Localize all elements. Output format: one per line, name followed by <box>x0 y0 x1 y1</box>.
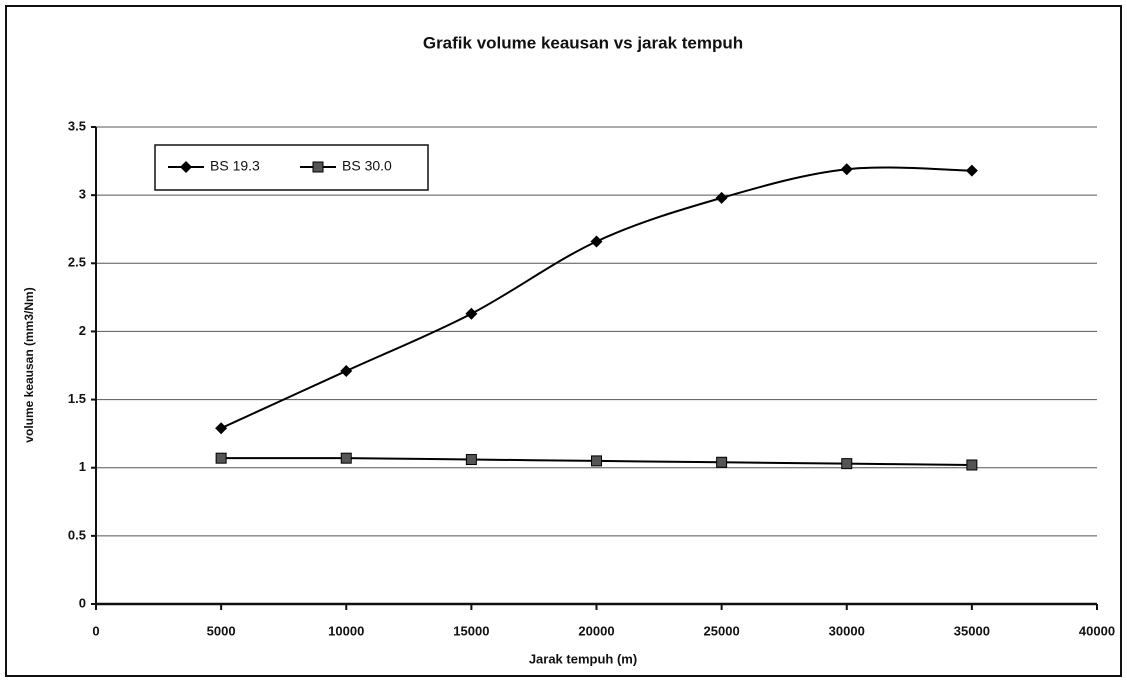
y-tick-label: 3.5 <box>68 118 86 133</box>
y-tick-label: 1.5 <box>68 391 86 406</box>
legend-label: BS 30.0 <box>342 158 392 174</box>
y-tick-label: 3 <box>79 187 86 202</box>
marker <box>590 235 603 248</box>
marker <box>215 452 227 464</box>
marker <box>215 422 228 435</box>
marker <box>340 364 353 377</box>
marker <box>965 164 978 177</box>
x-tick-label: 35000 <box>954 623 990 638</box>
marker <box>591 455 602 467</box>
y-axis-label: volume keausan (mm3/Nm) <box>22 287 36 442</box>
marker <box>465 454 477 466</box>
legend-label: BS 19.3 <box>210 158 260 174</box>
y-tick-label: 2.5 <box>68 255 86 270</box>
marker <box>966 459 978 471</box>
x-tick-label: 15000 <box>453 623 489 638</box>
y-tick-label: 0 <box>79 595 86 610</box>
x-tick-label: 40000 <box>1079 623 1115 638</box>
marker <box>715 191 728 204</box>
chart-title: Grafik volume keausan vs jarak tempuh <box>423 33 743 52</box>
marker <box>841 458 853 470</box>
marker <box>180 161 192 173</box>
x-axis-label: Jarak tempuh (m) <box>529 651 637 666</box>
y-tick-label: 2 <box>79 323 86 338</box>
marker <box>465 307 478 320</box>
marker <box>716 456 728 468</box>
x-tick-label: 5000 <box>207 623 236 638</box>
x-tick-label: 25000 <box>704 623 740 638</box>
y-tick-label: 0.5 <box>68 527 86 542</box>
chart-border <box>5 5 1122 677</box>
x-tick-label: 0 <box>92 623 99 638</box>
marker <box>840 163 853 176</box>
y-tick-label: 1 <box>79 459 86 474</box>
marker <box>340 452 352 464</box>
x-tick-label: 30000 <box>829 623 865 638</box>
x-tick-label: 20000 <box>578 623 614 638</box>
x-tick-label: 10000 <box>328 623 364 638</box>
marker <box>312 161 324 173</box>
